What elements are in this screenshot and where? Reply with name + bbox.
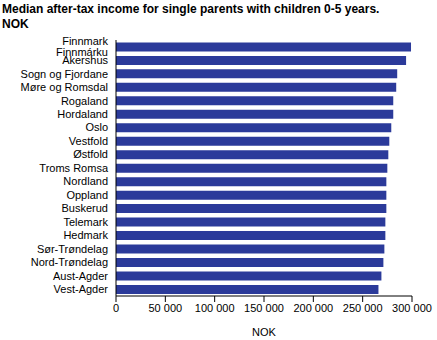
html-text:Median after-tax income for si: Median after-tax income for single paren… — [2, 2, 380, 31]
svg-text:Vest-Agder: Vest-Agder — [54, 283, 109, 295]
svg-text:Oslo: Oslo — [85, 121, 108, 133]
svg-text:200 000: 200 000 — [293, 302, 333, 314]
svg-text:Vestfold: Vestfold — [69, 135, 108, 147]
svg-text:150 000: 150 000 — [244, 302, 284, 314]
svg-text:Hordaland: Hordaland — [57, 108, 108, 120]
svg-text:Oppland: Oppland — [66, 189, 108, 201]
svg-text:Buskerud: Buskerud — [62, 202, 108, 214]
svg-text:Nord-Trøndelag: Nord-Trøndelag — [31, 256, 108, 268]
svg-text:50 000: 50 000 — [149, 302, 183, 314]
svg-text:Troms Romsa: Troms Romsa — [39, 162, 109, 174]
svg-text:Telemark: Telemark — [63, 216, 108, 228]
svg-text:Aust-Agder: Aust-Agder — [53, 270, 108, 282]
svg-text:NOK: NOK — [252, 326, 277, 338]
svg-text:Nordland: Nordland — [63, 175, 108, 187]
svg-text:100 000: 100 000 — [195, 302, 235, 314]
svg-text:Sør-Trøndelag: Sør-Trøndelag — [37, 243, 108, 255]
svg-text:Akershus: Akershus — [62, 54, 108, 66]
svg-text:250 000: 250 000 — [343, 302, 383, 314]
svg-text:Sogn og Fjordane: Sogn og Fjordane — [21, 68, 108, 80]
svg-text:Rogaland: Rogaland — [61, 95, 108, 107]
svg-text:Østfold: Østfold — [73, 148, 108, 160]
svg-text:Hedmark: Hedmark — [63, 229, 108, 241]
svg-text:0: 0 — [113, 302, 119, 314]
svg-text:300 000: 300 000 — [392, 302, 429, 314]
svg-text:Møre og Romsdal: Møre og Romsdal — [21, 81, 108, 93]
